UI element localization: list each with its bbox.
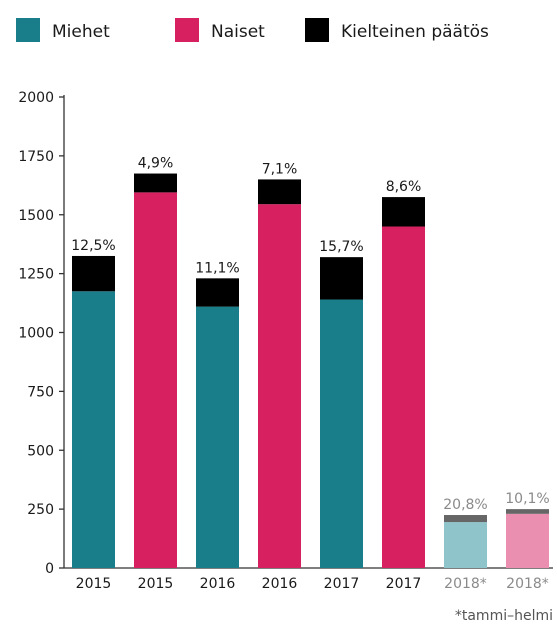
bar-negative-decision bbox=[72, 255, 115, 292]
y-tick-label: 500 bbox=[27, 443, 54, 459]
x-tick-label: 2016 bbox=[200, 576, 236, 592]
x-tick-label: 2018* bbox=[444, 576, 487, 592]
footnote: *tammi–helmi bbox=[455, 608, 553, 624]
y-tick-label: 1250 bbox=[18, 267, 54, 283]
legend-swatch bbox=[175, 18, 199, 42]
bar-negative-decision bbox=[258, 179, 301, 205]
bar-naiset bbox=[134, 192, 177, 568]
bar-miehet bbox=[444, 522, 487, 568]
x-tick-label: 2015 bbox=[138, 576, 174, 592]
x-tick-label: 2016 bbox=[262, 576, 298, 592]
y-tick-label: 250 bbox=[27, 502, 54, 518]
legend-label: Naiset bbox=[211, 22, 265, 42]
bar-miehet bbox=[72, 291, 115, 568]
bar-negative-decision bbox=[382, 197, 425, 227]
y-tick-label: 0 bbox=[45, 561, 54, 577]
data-label: 10,1% bbox=[505, 491, 549, 507]
y-tick-label: 750 bbox=[27, 384, 54, 400]
bar-naiset bbox=[382, 226, 425, 568]
legend: Miehet Naiset Kielteinen päätös bbox=[16, 18, 489, 42]
y-tick-label: 1500 bbox=[18, 208, 54, 224]
bar-negative-decision bbox=[320, 257, 363, 300]
bar-naiset bbox=[506, 513, 549, 568]
y-tick-label: 2000 bbox=[18, 90, 54, 106]
data-label: 12,5% bbox=[71, 238, 115, 254]
x-axis-labels: 2015 2015 2016 2016 2017 2017 2018* 2018* bbox=[76, 576, 549, 592]
bar-miehet bbox=[196, 306, 239, 568]
legend-swatch bbox=[16, 18, 40, 42]
bars: 12,5% 4,9% 11,1% 7,1% 15,7% 8,6% 20,8% 10,1% bbox=[71, 156, 550, 568]
data-label: 15,7% bbox=[319, 239, 363, 255]
x-tick-label: 2017 bbox=[386, 576, 422, 592]
data-label: 20,8% bbox=[443, 497, 487, 513]
bar-negative-decision bbox=[196, 278, 239, 307]
legend-swatch bbox=[305, 18, 329, 42]
x-tick-label: 2017 bbox=[324, 576, 360, 592]
x-tick-label: 2015 bbox=[76, 576, 112, 592]
bar-miehet bbox=[320, 299, 363, 568]
legend-label: Miehet bbox=[52, 22, 110, 42]
data-label: 4,9% bbox=[138, 156, 174, 172]
data-label: 11,1% bbox=[195, 260, 239, 276]
legend-label: Kielteinen päätös bbox=[341, 22, 489, 42]
bar-negative-decision bbox=[506, 509, 549, 514]
y-tick-label: 1000 bbox=[18, 326, 54, 342]
y-tick-label: 1750 bbox=[18, 149, 54, 165]
x-tick-label: 2018* bbox=[506, 576, 549, 592]
bar-negative-decision bbox=[444, 515, 487, 523]
data-label: 8,6% bbox=[386, 179, 422, 195]
bar-naiset bbox=[258, 204, 301, 568]
bar-negative-decision bbox=[134, 173, 177, 193]
data-label: 7,1% bbox=[262, 161, 298, 177]
